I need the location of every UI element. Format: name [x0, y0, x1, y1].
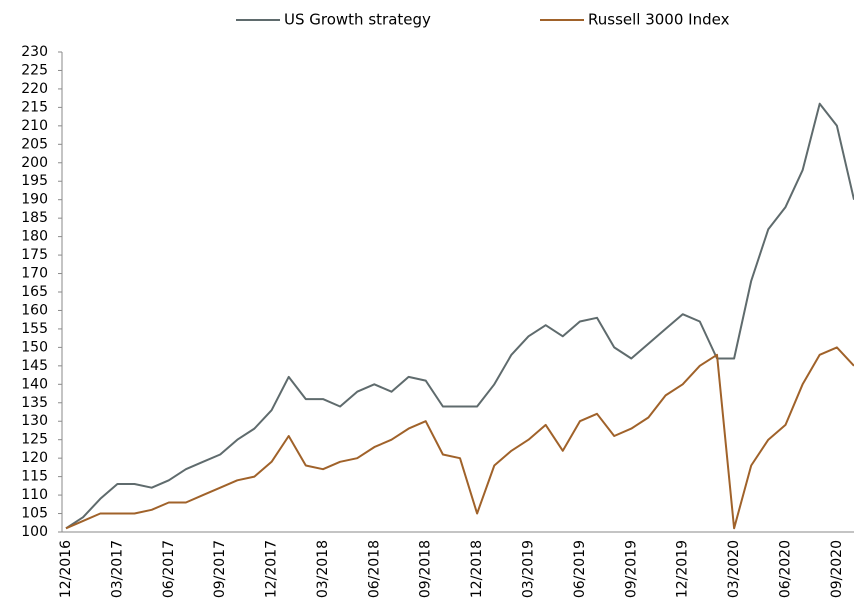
y-tick-label: 105: [21, 506, 48, 522]
y-tick-label: 155: [21, 321, 48, 337]
y-tick-label: 150: [21, 339, 48, 355]
series-line: [65, 346, 854, 530]
y-tick-label: 110: [21, 487, 48, 503]
y-tick-label: 200: [21, 155, 48, 171]
x-tick-label: 03/2020: [726, 540, 742, 598]
series-line: [65, 102, 854, 530]
y-tick-label: 170: [21, 266, 48, 282]
x-tick-label: 03/2018: [315, 540, 331, 598]
y-tick-label: 185: [21, 210, 48, 226]
y-tick-label: 160: [21, 302, 48, 318]
x-tick-label: 06/2017: [161, 540, 177, 598]
y-tick-label: 125: [21, 432, 48, 448]
legend-label: Russell 3000 Index: [588, 11, 730, 29]
y-tick-label: 215: [21, 99, 48, 115]
y-tick-label: 165: [21, 284, 48, 300]
x-tick-label: 09/2017: [212, 540, 228, 598]
y-tick-label: 180: [21, 229, 48, 245]
y-tick-label: 130: [21, 413, 48, 429]
x-tick-label: 12/2016: [58, 540, 74, 598]
y-tick-label: 225: [21, 62, 48, 78]
y-tick-label: 120: [21, 450, 48, 466]
y-tick-label: 190: [21, 192, 48, 208]
x-tick-label: 09/2020: [829, 540, 845, 598]
y-tick-label: 210: [21, 118, 48, 134]
x-tick-label: 09/2019: [623, 540, 639, 598]
y-tick-label: 205: [21, 136, 48, 152]
y-tick-label: 115: [21, 469, 48, 485]
x-tick-label: 06/2019: [572, 540, 588, 598]
x-tick-label: 12/2017: [264, 540, 280, 598]
y-tick-label: 140: [21, 376, 48, 392]
y-tick-label: 175: [21, 247, 48, 263]
legend-label: US Growth strategy: [284, 11, 431, 29]
y-tick-label: 100: [21, 524, 48, 540]
x-tick-label: 03/2019: [521, 540, 537, 598]
x-tick-label: 12/2019: [675, 540, 691, 598]
x-tick-label: 12/2018: [469, 540, 485, 598]
y-tick-label: 195: [21, 173, 48, 189]
x-tick-label: 03/2017: [109, 540, 125, 598]
x-tick-label: 06/2020: [777, 540, 793, 598]
y-tick-label: 230: [21, 44, 48, 60]
y-tick-label: 145: [21, 358, 48, 374]
x-tick-label: 09/2018: [418, 540, 434, 598]
x-tick-label: 06/2018: [366, 540, 382, 598]
y-tick-label: 135: [21, 395, 48, 411]
y-tick-label: 220: [21, 81, 48, 97]
